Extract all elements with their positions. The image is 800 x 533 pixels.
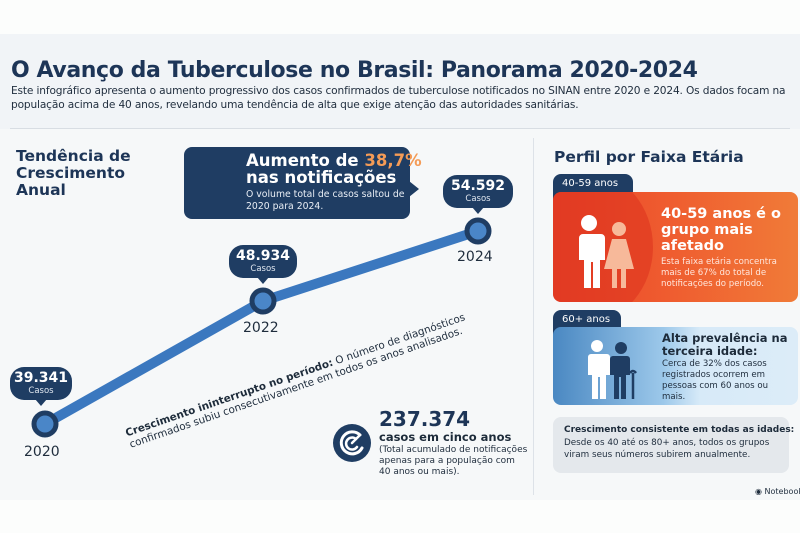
card1-heading: 40-59 anos é o grupo mais afetado: [661, 206, 782, 254]
man-woman-icon: [577, 215, 634, 288]
card-all-ages: Crescimento consistente em todas as idad…: [553, 417, 795, 473]
value-label-2024: 54.592 Casos: [443, 175, 513, 214]
callout-percent: 38,7%: [364, 151, 422, 170]
notebooklm-watermark: ◉ NotebookLM: [755, 487, 800, 496]
callout-heading-prefix: Aumento de: [246, 151, 365, 170]
header-band: [0, 34, 800, 129]
point-2024: [464, 217, 492, 245]
card-40-59: 40-59 anos é o grupo mais afetado Esta f…: [553, 192, 798, 302]
card2-text: Cerca de 32% dos casos registrados ocorr…: [662, 359, 769, 402]
unit-2020: Casos: [28, 386, 54, 396]
value-2020: 39.341: [13, 370, 69, 386]
card2-heading: Alta prevalência na terceira idade:: [662, 331, 788, 358]
total-cases-value: 237.374: [379, 407, 471, 431]
unit-2022: Casos: [250, 264, 276, 274]
notebooklm-logo-icon: ◉: [755, 487, 762, 496]
card-60-plus: Alta prevalência na terceira idade: Cerc…: [553, 327, 798, 405]
card1-text: Esta faixa etária concentra mais de 67% …: [661, 257, 777, 289]
cumulative-gauge-icon: [333, 424, 371, 462]
growth-callout: Aumento de 38,7% nas notificações O volu…: [184, 147, 422, 219]
point-2022: [249, 287, 277, 315]
value-2024: 54.592: [450, 178, 506, 194]
column-divider: [533, 138, 534, 495]
callout-heading: Aumento de 38,7% nas notificações: [246, 152, 422, 186]
brand-label: NotebookLM: [764, 487, 800, 496]
unit-2024: Casos: [465, 194, 491, 204]
value-label-2020: 39.341 Casos: [10, 367, 72, 406]
year-2022: 2022: [243, 320, 279, 336]
value-2022: 48.934: [235, 248, 291, 264]
point-2020: [31, 410, 59, 438]
age-profile-title: Perfil por Faixa Etária: [554, 148, 744, 166]
card3-heading: Crescimento consistente em todas as idad…: [564, 425, 795, 435]
total-cases-label: casos em cinco anos: [379, 430, 512, 444]
total-cases-desc: (Total acumulado de notificações apenas …: [379, 445, 528, 477]
header-divider: [10, 128, 790, 129]
card3-text: Desde os 40 até os 80+ anos, todos os gr…: [564, 438, 770, 460]
page-title: O Avanço da Tuberculose no Brasil: Panor…: [11, 58, 698, 83]
year-2020: 2020: [24, 444, 60, 460]
callout-text: O volume total de casos saltou de 2020 p…: [246, 189, 405, 212]
value-label-2022: 48.934 Casos: [229, 245, 297, 284]
year-2024: 2024: [457, 249, 493, 265]
trend-section-title: Tendência de Crescimento Anual: [16, 147, 131, 199]
page-subtitle: Este infográfico apresenta o aumento pro…: [11, 85, 786, 111]
callout-heading-suffix: nas notificações: [246, 168, 397, 187]
elderly-couple-icon: [587, 340, 637, 399]
